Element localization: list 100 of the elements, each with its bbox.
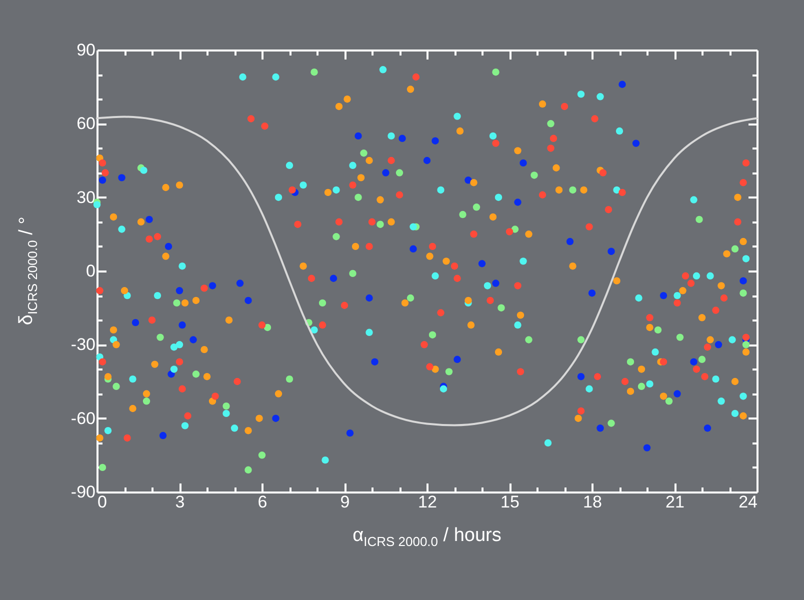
point: [192, 370, 200, 378]
point: [332, 233, 340, 240]
point: [596, 424, 604, 432]
point: [718, 398, 725, 405]
point: [406, 294, 414, 302]
point: [274, 194, 282, 201]
point: [104, 427, 112, 434]
x-tick-label: 0: [98, 492, 107, 512]
point: [577, 90, 585, 98]
point: [376, 220, 384, 228]
point: [478, 260, 486, 268]
point: [398, 134, 406, 142]
point: [244, 296, 252, 304]
point: [654, 326, 662, 334]
point: [98, 176, 106, 184]
point: [547, 120, 554, 128]
point: [208, 282, 216, 290]
point: [740, 290, 747, 297]
point: [98, 464, 106, 472]
point: [164, 242, 172, 250]
y-tick-label: -90: [70, 482, 96, 502]
point: [638, 382, 646, 390]
point: [454, 356, 461, 363]
point: [272, 414, 280, 422]
x-tick-label: 15: [500, 492, 520, 512]
point: [445, 368, 453, 376]
point: [286, 162, 294, 170]
point: [410, 223, 417, 230]
y-tick-label: 0: [86, 262, 96, 280]
point: [388, 132, 395, 140]
point: [159, 432, 167, 440]
point: [170, 344, 178, 351]
point: [714, 341, 722, 348]
point: [706, 272, 714, 280]
point: [613, 186, 620, 194]
point: [118, 226, 126, 233]
point: [472, 204, 480, 211]
point: [428, 331, 436, 338]
point: [440, 385, 448, 392]
point: [176, 341, 184, 348]
point: [349, 270, 356, 278]
point: [360, 150, 368, 157]
point: [310, 68, 318, 76]
x-tick-label: 21: [666, 492, 684, 512]
point: [742, 255, 750, 262]
point: [514, 198, 522, 206]
point: [484, 282, 492, 290]
point: [740, 392, 747, 400]
point: [379, 66, 387, 74]
point: [432, 272, 439, 280]
point: [618, 80, 626, 88]
point: [596, 93, 604, 100]
point: [423, 156, 431, 164]
x-tick-label: 6: [258, 492, 268, 512]
point: [173, 299, 180, 307]
point: [646, 380, 654, 388]
y-tick-label: -30: [70, 335, 96, 354]
point: [244, 466, 252, 474]
point: [264, 324, 272, 332]
point: [520, 159, 527, 167]
point: [410, 245, 417, 252]
point: [140, 166, 148, 174]
point: [222, 410, 230, 418]
point: [396, 169, 404, 176]
point: [632, 140, 640, 147]
point: [371, 358, 378, 366]
y-tick-label: 60: [76, 114, 96, 134]
point: [676, 334, 684, 341]
point: [366, 328, 373, 336]
point: [698, 356, 706, 363]
point: [514, 321, 522, 329]
point: [530, 172, 538, 179]
point: [354, 194, 362, 201]
y-tick-label: 30: [76, 188, 96, 207]
point: [588, 290, 596, 297]
point: [704, 424, 712, 432]
point: [674, 390, 681, 398]
point: [454, 112, 461, 120]
point: [322, 456, 329, 464]
point: [132, 318, 140, 326]
point: [318, 299, 326, 307]
point: [674, 292, 681, 300]
point: [330, 274, 338, 282]
point: [129, 375, 136, 383]
point: [635, 294, 642, 302]
point: [525, 336, 532, 344]
x-tick-label: 9: [340, 492, 350, 512]
point: [731, 245, 739, 252]
x-axis-title: α$_{ICRS 2000.0}$ / hours: [352, 525, 502, 549]
point: [190, 336, 197, 344]
point: [577, 336, 585, 344]
point: [459, 210, 466, 218]
point: [181, 422, 189, 430]
point: [492, 68, 500, 76]
point: [93, 201, 101, 208]
point: [498, 304, 505, 312]
point: [616, 127, 624, 135]
point: [586, 385, 593, 392]
point: [222, 402, 230, 410]
point: [258, 452, 266, 459]
